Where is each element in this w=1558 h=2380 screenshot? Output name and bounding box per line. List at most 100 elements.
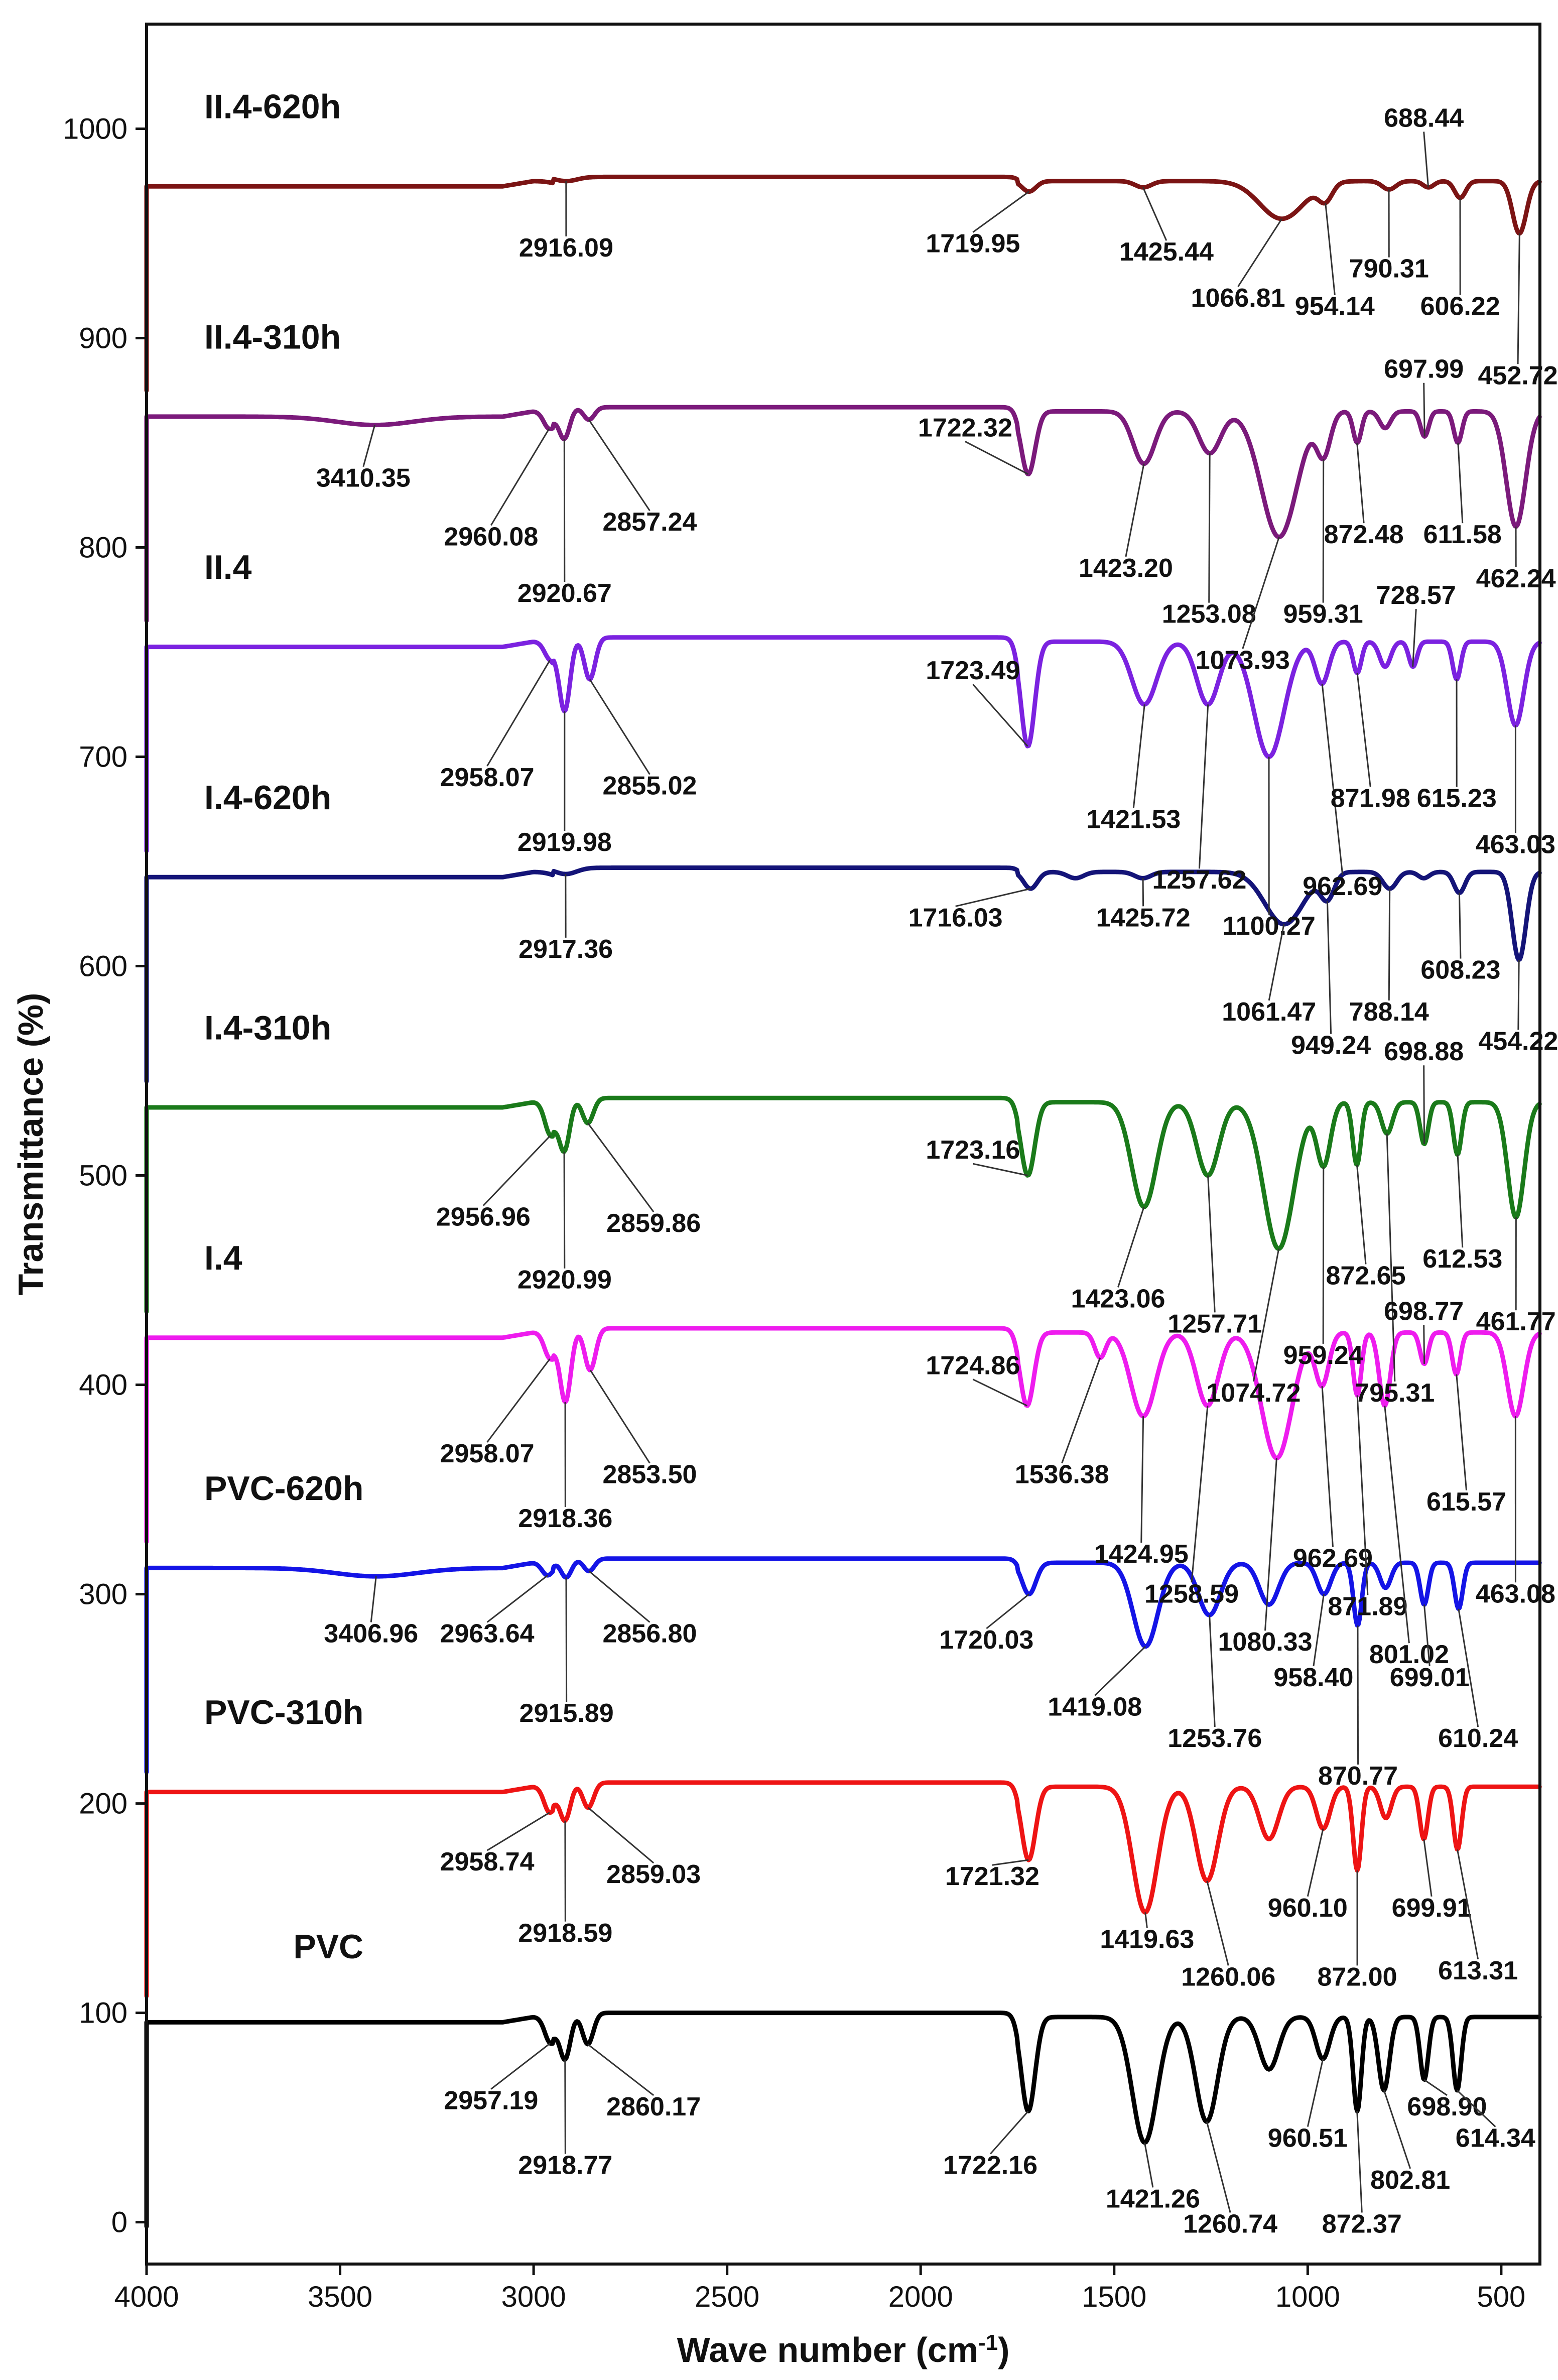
x-tick-label: 3000 <box>501 2281 566 2313</box>
peak-leader <box>1457 442 1464 524</box>
x-axis-title: Wave number (cm-1) <box>677 2330 1010 2370</box>
peak-leader <box>986 1593 1030 1630</box>
y-tick-label: 100 <box>79 1997 127 2030</box>
peak-label: 698.88 <box>1384 1037 1464 1066</box>
peak-label: 463.03 <box>1476 830 1555 859</box>
peak-leader <box>490 2043 551 2090</box>
peak-label: 1257.71 <box>1167 1309 1262 1338</box>
peak-label: 1066.81 <box>1191 284 1285 313</box>
peak-leader <box>588 1570 651 1623</box>
series-line <box>144 174 1542 393</box>
y-tick-label: 600 <box>79 950 127 983</box>
peak-leader <box>1356 1165 1367 1265</box>
plot-frame <box>145 23 1541 2266</box>
peak-leader <box>1325 203 1336 295</box>
peak-label: 610.24 <box>1438 1724 1518 1753</box>
peak-label: 2957.19 <box>444 2086 538 2115</box>
peak-leader <box>1268 924 1285 1001</box>
peak-label: 2856.80 <box>602 1619 697 1648</box>
y-tick-label: 700 <box>79 741 127 774</box>
peak-leader <box>1132 704 1145 808</box>
peak-label: 1080.33 <box>1218 1627 1313 1657</box>
peak-leader <box>1094 1646 1146 1696</box>
series-line <box>144 1326 1542 1544</box>
peak-leader <box>1322 1167 1325 1344</box>
peak-label: 2918.77 <box>518 2151 612 2180</box>
peak-label: 1061.47 <box>1222 997 1316 1027</box>
peak-label: 872.00 <box>1318 1962 1397 1991</box>
peak-label: 1100.27 <box>1223 912 1316 941</box>
peak-label: 2915.89 <box>520 1699 614 1728</box>
peak-leader <box>362 425 376 467</box>
x-tick-label: 3500 <box>308 2281 372 2313</box>
peak-leader <box>587 1807 655 1864</box>
peak-label: 1724.86 <box>926 1351 1020 1381</box>
peak-label: 2919.98 <box>517 828 612 857</box>
peak-leader <box>587 1122 655 1213</box>
peak-label: 871.89 <box>1328 1592 1407 1621</box>
peak-label: 958.40 <box>1273 1663 1353 1692</box>
peak-label: 611.58 <box>1423 520 1502 549</box>
peak-label: 614.34 <box>1456 2123 1535 2153</box>
peak-label: 954.14 <box>1295 292 1375 321</box>
peak-label: 2918.36 <box>518 1504 612 1533</box>
peak-label: 795.31 <box>1355 1379 1435 1408</box>
peak-label: 962.69 <box>1303 872 1382 901</box>
series-name-label: II.4-620h <box>204 88 341 126</box>
peak-leader <box>1517 960 1520 1030</box>
peak-leader <box>1242 537 1280 649</box>
peak-leader <box>1125 463 1145 557</box>
peak-label: 962.69 <box>1293 1544 1373 1573</box>
x-axis-title-main: Wave number (cm <box>677 2330 978 2369</box>
peak-label: 790.31 <box>1349 255 1429 284</box>
x-axis-title-superscript: -1 <box>978 2330 998 2355</box>
peak-leader <box>1457 1849 1479 1960</box>
peak-leader <box>1423 383 1425 437</box>
peak-leader <box>370 1576 377 1622</box>
series-name-label: PVC-310h <box>204 1693 363 1731</box>
peak-label: 959.24 <box>1283 1341 1363 1370</box>
peak-label: 871.98 <box>1331 784 1410 813</box>
peak-leader <box>1307 1828 1324 1897</box>
series-line <box>144 635 1542 853</box>
peak-label: 1723.16 <box>926 1136 1020 1165</box>
peak-label: 697.99 <box>1384 355 1464 384</box>
peak-leader <box>589 679 651 775</box>
peak-leader <box>1356 2111 1363 2213</box>
peak-label: 2855.02 <box>602 772 697 801</box>
peak-leader <box>1326 901 1332 1034</box>
peak-leader <box>565 1577 568 1702</box>
peak-leader <box>486 660 551 767</box>
peak-label: 872.48 <box>1324 520 1404 549</box>
peak-leader <box>973 1163 1028 1177</box>
y-tick-label: 0 <box>111 2206 127 2239</box>
peak-label: 1423.06 <box>1071 1284 1165 1313</box>
peak-leader <box>1386 1134 1396 1382</box>
peak-label: 612.53 <box>1422 1244 1502 1274</box>
peak-leader <box>1144 1912 1148 1928</box>
peak-label: 802.81 <box>1370 2166 1450 2195</box>
peak-label: 463.08 <box>1476 1579 1555 1608</box>
peak-leader <box>1458 893 1462 959</box>
peak-leader <box>1423 1604 1431 1667</box>
peak-leader <box>955 888 1031 907</box>
y-tick-label: 300 <box>79 1578 127 1611</box>
peak-label: 1253.76 <box>1167 1724 1262 1753</box>
peak-label: 2916.09 <box>519 233 613 263</box>
peak-label: 2958.07 <box>440 1439 535 1468</box>
peak-leader <box>1264 1458 1277 1631</box>
peak-label: 2857.24 <box>602 508 697 537</box>
peak-label: 1722.16 <box>943 2151 1037 2180</box>
peak-label: 801.02 <box>1369 1640 1449 1669</box>
y-axis: 0 100 200 300 400 500 600 700 800 900 1000 <box>63 113 147 2239</box>
x-tick-label: 500 <box>1477 2281 1525 2313</box>
series-line <box>144 865 1542 1084</box>
peak-leader <box>1423 1839 1433 1897</box>
spectra-traces <box>144 174 1542 2229</box>
peak-label: 462.24 <box>1476 564 1556 593</box>
peak-label: 2958.74 <box>440 1847 535 1876</box>
y-tick-label: 800 <box>79 532 127 564</box>
peak-leader <box>486 1358 551 1443</box>
y-tick-label: 400 <box>79 1369 127 1402</box>
